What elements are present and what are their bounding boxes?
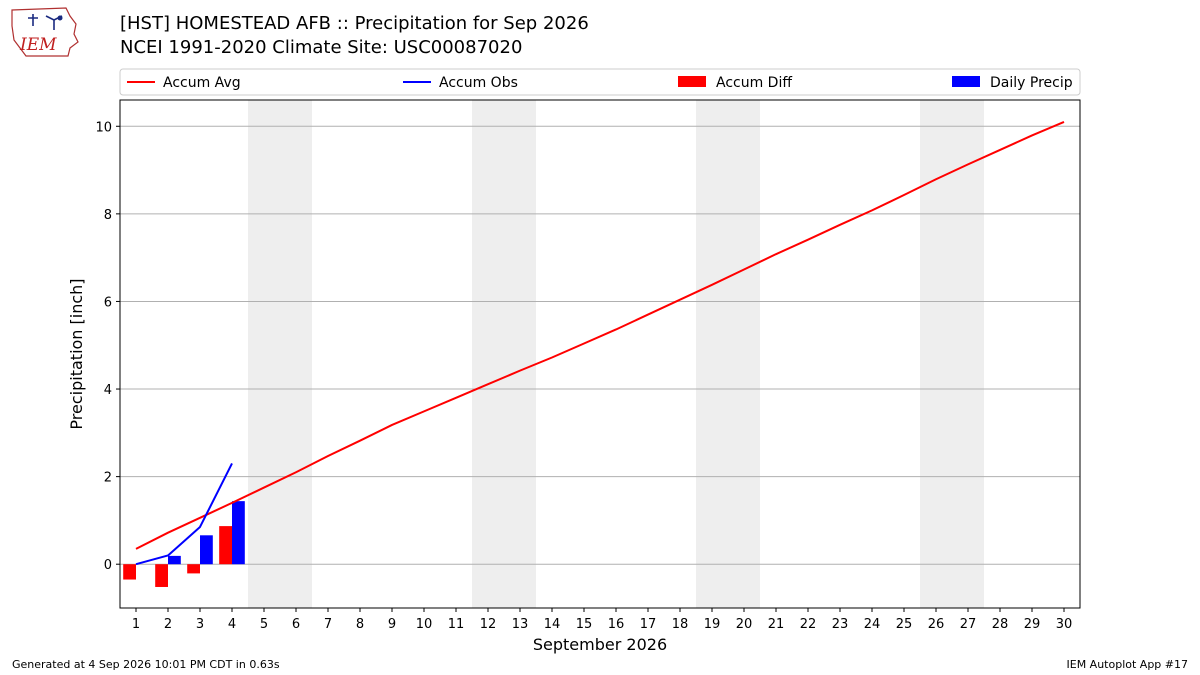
generated-footer: Generated at 4 Sep 2026 10:01 PM CDT in … (12, 658, 280, 671)
y-tick-label-8: 8 (104, 208, 112, 223)
legend-label-accum-avg: Accum Avg (163, 75, 241, 91)
y-tick-label-10: 10 (95, 120, 112, 135)
chart-subtitle: NCEI 1991-2020 Climate Site: USC00087020 (120, 37, 523, 58)
accum-diff-bar-day-2 (155, 564, 168, 587)
plot-frame (119, 99, 1081, 609)
x-tick-label-8: 8 (356, 617, 364, 632)
accum-diff-bar-day-4 (219, 526, 232, 565)
x-tick-label-23: 23 (832, 617, 849, 632)
x-tick-label-20: 20 (736, 617, 753, 632)
x-tick-label-13: 13 (512, 617, 529, 632)
legend: Accum Avg Accum Obs Accum Diff Daily Precip (119, 68, 1081, 96)
legend-label-accum-obs: Accum Obs (439, 75, 518, 91)
x-tick-label-15: 15 (576, 617, 593, 632)
x-tick-label-3: 3 (196, 617, 204, 632)
weekend-band-2 (472, 100, 536, 608)
x-tick-label-18: 18 (672, 617, 689, 632)
svg-text:IEM: IEM (19, 35, 57, 55)
x-tick-label-16: 16 (608, 617, 625, 632)
x-tick-label-26: 26 (928, 617, 945, 632)
x-tick-label-24: 24 (864, 617, 881, 632)
x-tick-label-5: 5 (260, 617, 268, 632)
x-tick-label-27: 27 (960, 617, 977, 632)
iem-logo: IEM (11, 7, 79, 57)
x-tick-label-14: 14 (544, 617, 561, 632)
x-tick-label-29: 29 (1024, 617, 1041, 632)
x-tick-label-30: 30 (1056, 617, 1073, 632)
x-tick-label-10: 10 (416, 617, 433, 632)
app-footer: IEM Autoplot App #17 (1066, 658, 1189, 671)
legend-box (119, 68, 1081, 96)
legend-label-daily-precip: Daily Precip (990, 75, 1073, 91)
y-tick-label-6: 6 (104, 295, 112, 310)
x-tick-label-2: 2 (164, 617, 172, 632)
x-tick-label-25: 25 (896, 617, 913, 632)
legend-swatch-accum-diff (678, 76, 706, 87)
accum-diff-bar-day-1 (123, 564, 136, 580)
x-axis-label: September 2026 (533, 635, 667, 654)
accum-avg-line (135, 120, 1065, 550)
weekend-band-3 (696, 100, 760, 608)
x-tick-label-4: 4 (228, 617, 236, 632)
x-tick-label-22: 22 (800, 617, 817, 632)
x-tick-label-11: 11 (448, 617, 465, 632)
x-tick-label-21: 21 (768, 617, 785, 632)
x-tick-label-6: 6 (292, 617, 300, 632)
x-tick-label-17: 17 (640, 617, 657, 632)
chart-title: [HST] HOMESTEAD AFB :: Precipitation for… (120, 13, 589, 34)
x-tick-label-9: 9 (388, 617, 396, 632)
y-tick-label-2: 2 (104, 471, 112, 486)
x-tick-label-12: 12 (480, 617, 497, 632)
legend-label-accum-diff: Accum Diff (716, 75, 792, 91)
y-tick-label-0: 0 (104, 558, 112, 573)
x-tick-label-1: 1 (132, 617, 140, 632)
x-tick-label-7: 7 (324, 617, 332, 632)
accum-obs-line (135, 463, 233, 566)
weekend-band-4 (920, 100, 984, 608)
daily-precip-bar-day-3 (200, 535, 213, 565)
accum-diff-bar-day-3 (187, 564, 200, 574)
y-axis-label: Precipitation [inch] (67, 278, 86, 429)
daily-precip-bar-day-4 (232, 501, 245, 565)
daily-precip-bar-day-2 (168, 555, 181, 565)
weekend-band-1 (248, 100, 312, 608)
x-tick-label-28: 28 (992, 617, 1009, 632)
x-tick-label-19: 19 (704, 617, 721, 632)
legend-swatch-daily-precip (952, 76, 980, 87)
y-tick-label-4: 4 (104, 383, 112, 398)
